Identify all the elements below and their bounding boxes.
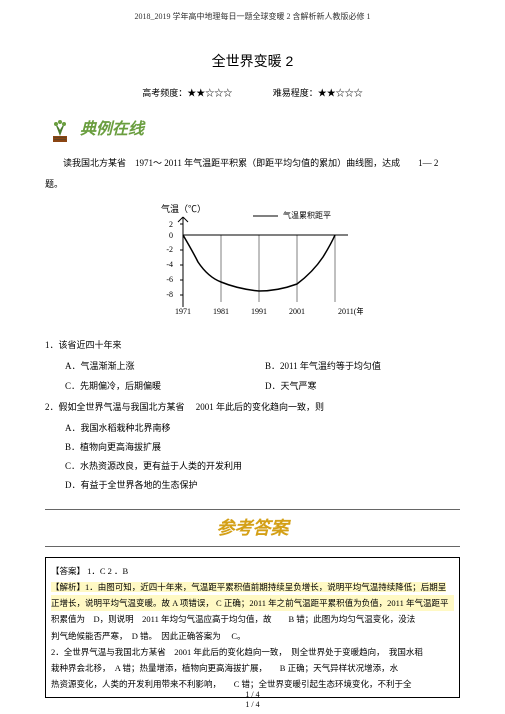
ans-line3: 积累值为 D，则说明 2011 年均匀气温应高于均匀值，故 B 错；此图为均匀气… — [51, 611, 454, 627]
svg-text:2011(年份): 2011(年份) — [338, 306, 363, 316]
main-title: 全世界变暖 2 — [45, 49, 460, 74]
chart: 气温（℃） 气温累积距平 2 0 -2 -4 -6 -8 1971 1981 1… — [45, 202, 460, 327]
diff-label: 难易程度：★★☆☆☆ — [273, 88, 363, 98]
svg-text:-6: -6 — [166, 275, 173, 284]
subtitle: 高考频度：★★☆☆☆ 难易程度：★★☆☆☆ — [45, 85, 460, 101]
plant-icon — [45, 118, 75, 143]
example-banner: 典例在线 — [45, 116, 460, 145]
intro-2: 题。 — [45, 176, 460, 192]
ans-line1: 【答案】 1．C 2 ．B — [51, 563, 454, 579]
banner1-text: 典例在线 — [80, 116, 144, 145]
svg-text:2001: 2001 — [289, 307, 305, 316]
page-number-2: 1 / 4 — [0, 698, 505, 712]
q2-optD: D．有益于全世界各地的生态保护 — [65, 477, 460, 493]
doc-header: 2018_2019 学年高中地理每日一题全球变暖 2 含解析新人教版必修 1 — [45, 10, 460, 24]
ans-line6: 栽种界会北移， A 错；热量增添，植物向更高海拔扩展， B 正确；天气异样状况增… — [51, 660, 454, 676]
ans-hl-3: 正增长，说明平均气温变暖。故 A 项错误， C 正确；2011 年之前气温距平累… — [51, 595, 454, 611]
q2-optC: C．水热资源改良，更有益于人类的开发利用 — [65, 458, 460, 474]
intro-1: 读我国北方某省 1971～ 2011 年气温距平积累（即距平均匀值的累加）曲线图… — [45, 155, 460, 171]
ans-hl-2: 1．由图可知，近四十年来，气温距平累积值前期持续呈负增长，说明平均气温持续降低；… — [85, 582, 446, 592]
ans-hl-1: 【解析】 — [51, 582, 85, 592]
chart-ylabel: 气温（℃） — [161, 203, 206, 214]
ans-line4: 判气绝候能否严寒， D 错。 因此正确答案为 C。 — [51, 628, 454, 644]
svg-text:0: 0 — [169, 231, 173, 240]
chart-legend: 气温累积距平 — [283, 210, 331, 220]
temp-chart-svg: 气温（℃） 气温累积距平 2 0 -2 -4 -6 -8 1971 1981 1… — [143, 202, 363, 322]
q1-optD: D．天气严寒 — [265, 378, 317, 394]
svg-text:-8: -8 — [166, 290, 173, 299]
svg-text:1991: 1991 — [251, 307, 267, 316]
freq-label: 高考频度：★★☆☆☆ — [142, 88, 232, 98]
q1-optC: C．先期偏冷，后期偏暖 — [65, 378, 265, 394]
q2-stem: 2．假如全世界气温与我国北方某省 2001 年此后的变化趋向一致，则 — [45, 399, 460, 415]
svg-text:2: 2 — [169, 220, 173, 229]
q2-optA: A．我国水稻栽种北界南移 — [65, 420, 460, 436]
svg-text:1981: 1981 — [213, 307, 229, 316]
answer-banner: 参考答案 — [45, 509, 460, 547]
svg-text:-2: -2 — [166, 245, 173, 254]
q1-stem: 1．该省近四十年来 — [45, 337, 460, 353]
ans-line2: 【解析】1．由图可知，近四十年来，气温距平累积值前期持续呈负增长，说明平均气温持… — [51, 579, 454, 595]
q2-optB: B．植物向更高海拔扩展 — [65, 439, 460, 455]
svg-text:1971: 1971 — [175, 307, 191, 316]
svg-text:-4: -4 — [166, 260, 173, 269]
q1-optB: B．2011 年气温约等于均匀值 — [265, 358, 381, 374]
ans-line5: 2．全世界气温与我国北方某省 2001 年此后的变化趋向一致， 则全世界处于变暖… — [51, 644, 454, 660]
q1-optA: A．气温渐渐上涨 — [65, 358, 265, 374]
answer-box: 【答案】 1．C 2 ．B 【解析】1．由图可知，近四十年来，气温距平累积值前期… — [45, 557, 460, 698]
